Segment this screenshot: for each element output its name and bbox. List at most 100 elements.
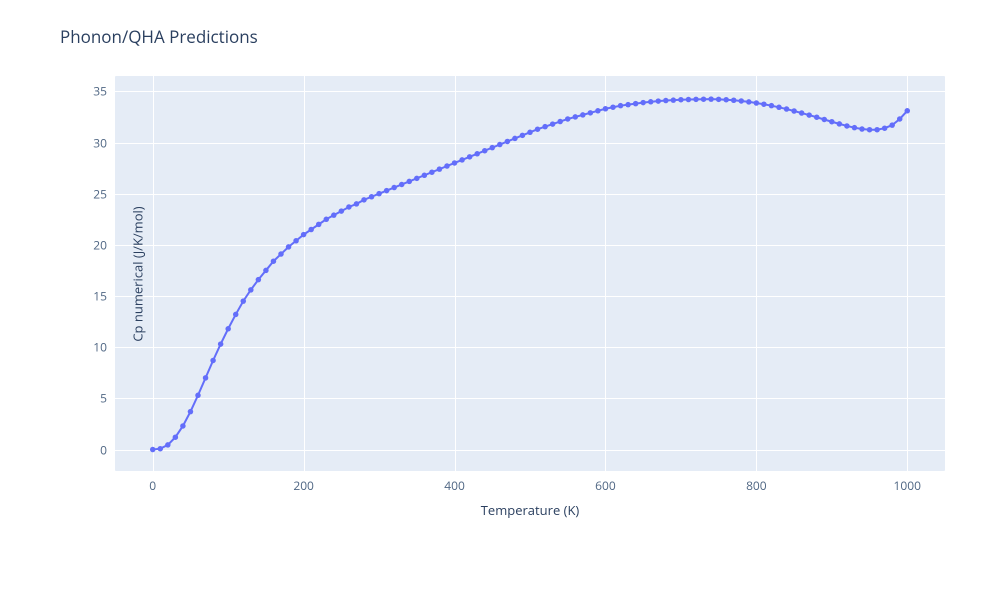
data-marker[interactable] — [595, 108, 601, 114]
data-marker[interactable] — [557, 119, 563, 125]
data-marker[interactable] — [791, 108, 797, 114]
data-marker[interactable] — [241, 298, 247, 304]
data-marker[interactable] — [218, 341, 224, 347]
data-marker[interactable] — [897, 116, 903, 122]
data-marker[interactable] — [573, 114, 579, 120]
data-marker[interactable] — [422, 173, 428, 179]
data-marker[interactable] — [693, 97, 699, 103]
data-marker[interactable] — [859, 126, 865, 132]
data-marker[interactable] — [535, 126, 541, 131]
data-marker[interactable] — [316, 222, 322, 228]
data-marker[interactable] — [701, 96, 707, 102]
plot-area[interactable]: 0510152025303502004006008001000Temperatu… — [115, 76, 945, 471]
data-marker[interactable] — [278, 251, 284, 257]
data-marker[interactable] — [497, 142, 503, 148]
data-marker[interactable] — [233, 312, 239, 318]
data-marker[interactable] — [225, 326, 231, 332]
data-marker[interactable] — [731, 98, 737, 104]
data-marker[interactable] — [874, 127, 880, 133]
data-marker[interactable] — [708, 96, 714, 102]
data-marker[interactable] — [588, 110, 594, 116]
data-marker[interactable] — [384, 188, 390, 194]
data-marker[interactable] — [761, 101, 767, 107]
data-marker[interactable] — [776, 105, 782, 111]
data-marker[interactable] — [165, 442, 171, 448]
data-marker[interactable] — [784, 106, 790, 112]
data-marker[interactable] — [150, 447, 156, 453]
data-marker[interactable] — [324, 217, 330, 223]
data-marker[interactable] — [414, 176, 420, 182]
data-marker[interactable] — [565, 116, 571, 122]
data-marker[interactable] — [512, 136, 518, 142]
data-marker[interactable] — [188, 409, 194, 415]
data-marker[interactable] — [173, 434, 179, 440]
data-marker[interactable] — [648, 99, 654, 105]
data-marker[interactable] — [369, 194, 375, 200]
data-marker[interactable] — [656, 98, 662, 104]
data-marker[interactable] — [490, 145, 496, 151]
data-marker[interactable] — [376, 191, 382, 197]
data-marker[interactable] — [663, 98, 669, 104]
data-marker[interactable] — [769, 103, 775, 109]
data-marker[interactable] — [459, 157, 465, 163]
data-marker[interactable] — [829, 119, 835, 125]
data-marker[interactable] — [550, 121, 556, 127]
data-marker[interactable] — [474, 151, 480, 157]
data-marker[interactable] — [867, 127, 873, 133]
data-marker[interactable] — [739, 98, 745, 104]
data-marker[interactable] — [754, 100, 760, 106]
data-marker[interactable] — [331, 212, 337, 218]
data-marker[interactable] — [195, 393, 201, 399]
data-marker[interactable] — [640, 100, 646, 106]
data-marker[interactable] — [263, 268, 269, 274]
data-marker[interactable] — [882, 125, 888, 131]
data-marker[interactable] — [452, 160, 458, 166]
data-marker[interactable] — [837, 121, 843, 127]
data-marker[interactable] — [852, 125, 858, 130]
data-marker[interactable] — [429, 169, 435, 175]
data-marker[interactable] — [354, 201, 360, 207]
data-marker[interactable] — [671, 97, 677, 103]
data-marker[interactable] — [391, 185, 397, 191]
data-marker[interactable] — [618, 103, 624, 109]
data-marker[interactable] — [286, 244, 292, 250]
data-marker[interactable] — [293, 238, 299, 244]
data-marker[interactable] — [301, 232, 307, 238]
data-marker[interactable] — [346, 204, 352, 210]
data-marker[interactable] — [844, 123, 850, 129]
data-marker[interactable] — [822, 117, 828, 123]
data-marker[interactable] — [799, 110, 805, 116]
data-marker[interactable] — [210, 358, 216, 364]
data-marker[interactable] — [716, 97, 722, 103]
data-marker[interactable] — [686, 97, 692, 103]
data-marker[interactable] — [889, 122, 895, 128]
data-marker[interactable] — [746, 99, 752, 105]
data-marker[interactable] — [158, 446, 164, 452]
data-marker[interactable] — [407, 179, 413, 185]
data-marker[interactable] — [308, 227, 314, 233]
data-marker[interactable] — [248, 287, 254, 293]
data-marker[interactable] — [203, 375, 209, 381]
data-marker[interactable] — [806, 112, 812, 118]
data-marker[interactable] — [678, 97, 684, 103]
data-marker[interactable] — [905, 108, 911, 114]
data-marker[interactable] — [467, 154, 473, 160]
data-marker[interactable] — [271, 258, 277, 264]
data-marker[interactable] — [527, 130, 533, 136]
data-marker[interactable] — [180, 423, 186, 429]
data-marker[interactable] — [505, 139, 511, 145]
data-marker[interactable] — [437, 166, 443, 172]
data-marker[interactable] — [603, 106, 609, 112]
data-marker[interactable] — [625, 102, 631, 108]
data-marker[interactable] — [580, 112, 586, 118]
data-marker[interactable] — [633, 101, 639, 107]
data-marker[interactable] — [520, 133, 526, 139]
data-marker[interactable] — [610, 104, 616, 110]
data-marker[interactable] — [723, 97, 729, 103]
data-marker[interactable] — [339, 208, 345, 214]
data-marker[interactable] — [482, 148, 488, 154]
data-marker[interactable] — [399, 182, 405, 188]
data-marker[interactable] — [542, 124, 548, 129]
data-marker[interactable] — [361, 197, 367, 203]
data-marker[interactable] — [444, 163, 450, 169]
